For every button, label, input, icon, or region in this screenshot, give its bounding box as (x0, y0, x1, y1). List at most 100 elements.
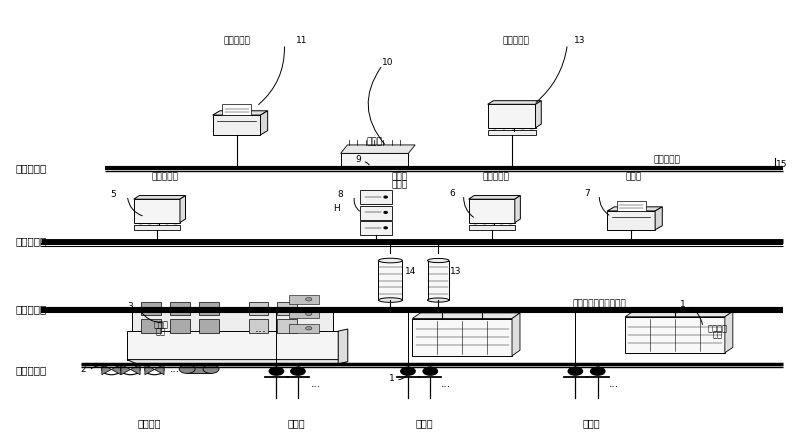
Bar (488, 130, 535, 135)
Bar (127, 331, 338, 360)
Polygon shape (655, 207, 662, 230)
Text: 路由器: 路由器 (366, 137, 382, 146)
Text: 远程管理层: 远程管理层 (16, 163, 47, 173)
Polygon shape (488, 101, 542, 104)
Ellipse shape (427, 259, 449, 263)
Circle shape (384, 212, 387, 213)
Text: 远程客户端: 远程客户端 (502, 36, 529, 46)
Bar (249, 320, 269, 333)
Ellipse shape (378, 298, 402, 302)
Polygon shape (607, 207, 662, 211)
Circle shape (568, 367, 582, 375)
Bar (213, 115, 261, 135)
Polygon shape (512, 313, 520, 356)
Text: 服务器: 服务器 (392, 180, 408, 190)
Bar (469, 225, 515, 230)
Bar (378, 260, 402, 300)
Ellipse shape (378, 258, 402, 263)
Text: 制台: 制台 (156, 327, 166, 336)
Polygon shape (111, 364, 121, 375)
Text: 13: 13 (450, 267, 462, 276)
Text: 装置: 装置 (712, 331, 722, 340)
Text: 6: 6 (449, 189, 454, 198)
Polygon shape (469, 195, 520, 199)
Text: 防火墙: 防火墙 (392, 172, 408, 182)
Bar (134, 199, 180, 223)
Text: H: H (333, 204, 339, 213)
Bar (360, 190, 392, 204)
Polygon shape (725, 311, 733, 353)
Bar (170, 320, 190, 333)
Text: ...: ... (609, 378, 618, 389)
Polygon shape (515, 195, 520, 223)
Bar (427, 260, 449, 300)
Polygon shape (127, 360, 348, 364)
Text: 传感器: 传感器 (287, 418, 305, 428)
Polygon shape (213, 111, 268, 115)
Polygon shape (626, 311, 733, 317)
Circle shape (401, 367, 415, 375)
Text: 主控计算机: 主控计算机 (151, 172, 178, 182)
Text: 2: 2 (81, 365, 86, 374)
Circle shape (203, 365, 219, 373)
Bar (289, 309, 319, 318)
Text: 工业以太网: 工业以太网 (654, 155, 681, 164)
Bar (222, 104, 251, 115)
Text: 网络打印机: 网络打印机 (223, 36, 250, 46)
Bar (469, 199, 515, 223)
Polygon shape (121, 364, 130, 375)
Bar (132, 312, 333, 335)
Polygon shape (412, 313, 520, 319)
Polygon shape (341, 145, 415, 153)
Circle shape (306, 312, 312, 316)
Bar (289, 295, 319, 304)
Bar (341, 153, 408, 168)
Polygon shape (535, 101, 542, 128)
Text: 设备网络以及通讯总线: 设备网络以及通讯总线 (573, 299, 626, 308)
Text: ...: ... (254, 322, 266, 335)
Ellipse shape (427, 298, 449, 302)
Bar (626, 317, 725, 353)
Text: 现场设备层: 现场设备层 (16, 366, 47, 375)
Circle shape (384, 196, 387, 198)
Text: 13: 13 (574, 36, 586, 46)
Text: 10: 10 (382, 58, 394, 67)
Text: 15: 15 (776, 160, 788, 169)
Polygon shape (180, 195, 186, 223)
Text: 中央管理层: 中央管理层 (16, 236, 47, 246)
Text: 1: 1 (389, 374, 395, 383)
Polygon shape (338, 329, 348, 364)
Polygon shape (134, 195, 186, 199)
Polygon shape (102, 364, 111, 375)
Text: 系统控: 系统控 (154, 320, 168, 330)
Bar (289, 324, 319, 333)
Text: 执行机构: 执行机构 (137, 418, 161, 428)
Bar (278, 320, 297, 333)
Text: 5: 5 (110, 190, 116, 199)
Bar (607, 211, 655, 230)
Bar (488, 104, 535, 128)
Text: ...: ... (170, 364, 180, 374)
Bar (187, 365, 211, 373)
Circle shape (179, 365, 195, 373)
Text: 传感器: 传感器 (582, 418, 600, 428)
Bar (412, 319, 512, 356)
Text: 11: 11 (296, 36, 308, 46)
Text: 7: 7 (585, 189, 590, 198)
Text: 1: 1 (680, 300, 686, 309)
Text: 打印机: 打印机 (626, 172, 642, 182)
Bar (617, 201, 646, 211)
Circle shape (423, 367, 438, 375)
Circle shape (306, 327, 312, 330)
Bar (198, 320, 218, 333)
Bar (278, 302, 297, 315)
Text: 直接测控层: 直接测控层 (16, 304, 47, 314)
Circle shape (306, 297, 312, 301)
Text: 14: 14 (405, 267, 416, 276)
Bar (360, 221, 392, 235)
Bar (360, 206, 392, 220)
Polygon shape (261, 111, 268, 135)
Polygon shape (130, 364, 140, 375)
Text: ...: ... (441, 378, 451, 389)
Text: 采集计算机: 采集计算机 (482, 172, 509, 182)
